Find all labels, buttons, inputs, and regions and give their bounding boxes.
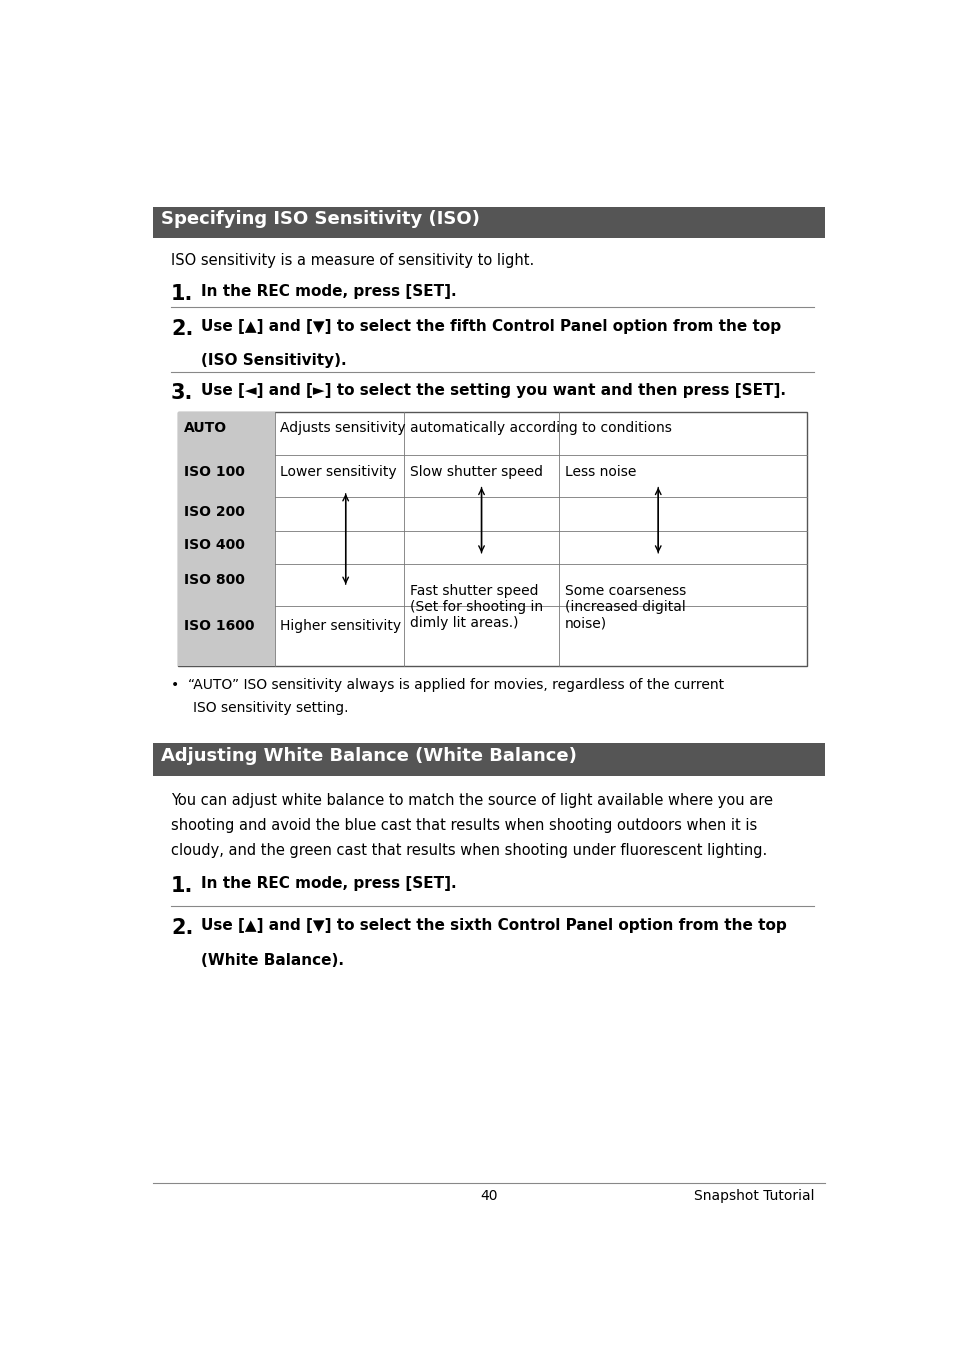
Text: Some coarseness
(increased digital
noise): Some coarseness (increased digital noise… <box>564 584 685 631</box>
Text: ISO 400: ISO 400 <box>184 537 245 552</box>
Text: In the REC mode, press [SET].: In the REC mode, press [SET]. <box>200 284 456 299</box>
Bar <box>178 531 274 565</box>
Text: (ISO Sensitivity).: (ISO Sensitivity). <box>200 353 346 368</box>
Bar <box>178 605 274 666</box>
Text: ISO 200: ISO 200 <box>184 505 245 518</box>
Text: Use [◄] and [►] to select the setting you want and then press [SET].: Use [◄] and [►] to select the setting yo… <box>200 383 784 399</box>
Bar <box>178 565 274 605</box>
Text: Fast shutter speed
(Set for shooting in
dimly lit areas.): Fast shutter speed (Set for shooting in … <box>410 584 542 631</box>
Text: (White Balance).: (White Balance). <box>200 953 343 968</box>
Text: 40: 40 <box>479 1189 497 1202</box>
Text: •  “AUTO” ISO sensitivity always is applied for movies, regardless of the curren: • “AUTO” ISO sensitivity always is appli… <box>171 678 723 692</box>
Bar <box>152 206 824 237</box>
Bar <box>152 742 824 776</box>
Text: In the REC mode, press [SET].: In the REC mode, press [SET]. <box>200 877 456 892</box>
Text: 2.: 2. <box>171 319 193 338</box>
Text: Adjusting White Balance (White Balance): Adjusting White Balance (White Balance) <box>161 748 577 765</box>
Text: ISO sensitivity setting.: ISO sensitivity setting. <box>193 702 348 715</box>
Bar <box>178 497 274 531</box>
Text: AUTO: AUTO <box>184 421 227 436</box>
Text: Snapshot Tutorial: Snapshot Tutorial <box>693 1189 813 1202</box>
Text: Less noise: Less noise <box>564 464 636 479</box>
Text: ISO 800: ISO 800 <box>184 573 245 588</box>
Text: Adjusts sensitivity automatically according to conditions: Adjusts sensitivity automatically accord… <box>280 421 672 436</box>
Text: 1.: 1. <box>171 284 193 304</box>
Text: Lower sensitivity: Lower sensitivity <box>280 464 396 479</box>
Text: You can adjust white balance to match the source of light available where you ar: You can adjust white balance to match th… <box>171 792 772 807</box>
Bar <box>178 411 274 456</box>
Text: Slow shutter speed: Slow shutter speed <box>410 464 542 479</box>
Text: cloudy, and the green cast that results when shooting under fluorescent lighting: cloudy, and the green cast that results … <box>171 843 766 858</box>
Text: Use [▲] and [▼] to select the fifth Control Panel option from the top: Use [▲] and [▼] to select the fifth Cont… <box>200 319 780 334</box>
Bar <box>178 456 274 497</box>
Text: 3.: 3. <box>171 383 193 403</box>
Text: ISO 100: ISO 100 <box>184 464 245 479</box>
Text: Higher sensitivity: Higher sensitivity <box>280 619 401 634</box>
Bar <box>178 411 806 666</box>
Text: ISO 1600: ISO 1600 <box>184 619 254 634</box>
Text: Use [▲] and [▼] to select the sixth Control Panel option from the top: Use [▲] and [▼] to select the sixth Cont… <box>200 919 785 934</box>
Text: 2.: 2. <box>171 919 193 938</box>
Text: shooting and avoid the blue cast that results when shooting outdoors when it is: shooting and avoid the blue cast that re… <box>171 818 757 833</box>
Text: ISO sensitivity is a measure of sensitivity to light.: ISO sensitivity is a measure of sensitiv… <box>171 252 534 267</box>
Text: Specifying ISO Sensitivity (ISO): Specifying ISO Sensitivity (ISO) <box>161 210 479 228</box>
Text: 1.: 1. <box>171 877 193 897</box>
